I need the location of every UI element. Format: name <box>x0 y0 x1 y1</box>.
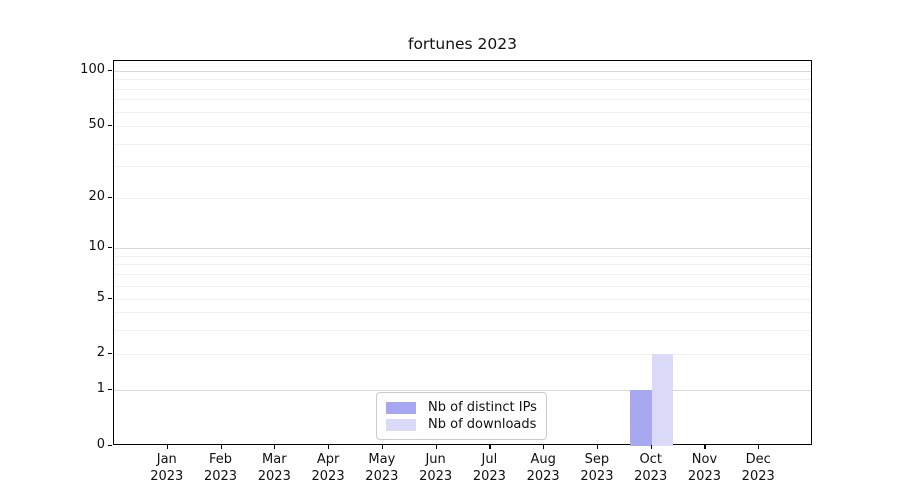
x-tick-label: Oct 2023 <box>634 452 668 484</box>
gridline-minor <box>114 111 811 113</box>
y-tick-mark <box>108 445 112 447</box>
y-tick-mark <box>108 298 112 300</box>
y-tick-mark <box>108 197 112 199</box>
gridline-minor <box>114 329 811 331</box>
y-tick-label: 20 <box>88 189 105 204</box>
y-tick-label: 10 <box>88 239 105 254</box>
x-tick-mark <box>650 445 652 449</box>
x-tick-mark <box>381 445 384 449</box>
gridline-minor <box>114 88 811 90</box>
gridline-major <box>114 248 811 249</box>
bar-nb-of-distinct-ips <box>630 390 652 446</box>
x-tick-mark <box>704 445 706 449</box>
x-tick-mark <box>435 445 437 449</box>
y-tick-mark <box>108 125 112 127</box>
x-tick-label: Aug 2023 <box>526 452 560 484</box>
legend-entry-distinct-ips: Nb of distinct IPs <box>386 399 537 416</box>
x-tick-label: Jul 2023 <box>472 452 506 484</box>
x-tick-label: Nov 2023 <box>687 452 721 484</box>
gridline-major <box>114 71 811 72</box>
y-tick-mark <box>108 353 112 355</box>
y-tick-label: 50 <box>88 117 105 132</box>
plot-area <box>113 60 812 446</box>
gridline-minor <box>114 126 811 127</box>
x-tick-label: Dec 2023 <box>741 452 775 484</box>
gridline-minor <box>114 299 811 300</box>
y-tick-label: 2 <box>96 345 105 360</box>
y-tick-mark <box>108 389 112 391</box>
legend-swatch-distinct-ips <box>386 401 416 414</box>
x-tick-mark <box>543 445 545 449</box>
y-tick-label: 1 <box>96 381 105 396</box>
y-tick-mark <box>108 70 112 72</box>
x-tick-mark <box>274 445 276 449</box>
x-tick-label: Apr 2023 <box>311 452 345 484</box>
x-tick-label: Sep 2023 <box>580 452 614 484</box>
gridline-minor <box>114 312 811 314</box>
legend-label: Nb of downloads <box>428 417 537 432</box>
legend: Nb of distinct IPs Nb of downloads <box>376 392 547 440</box>
y-tick-label: 100 <box>80 62 105 77</box>
bar-nb-of-downloads <box>651 354 674 446</box>
gridline-minor <box>114 143 811 145</box>
x-tick-mark <box>328 445 330 449</box>
y-tick-mark <box>108 247 112 249</box>
x-tick-label: Feb 2023 <box>203 452 238 484</box>
x-tick-mark <box>596 445 599 449</box>
gridline-major <box>114 390 811 391</box>
gridline-minor <box>114 99 811 101</box>
x-tick-mark <box>758 445 760 449</box>
legend-swatch-downloads <box>386 418 416 431</box>
x-tick-mark <box>166 445 168 449</box>
gridline-minor <box>114 285 811 287</box>
x-tick-mark <box>489 445 491 449</box>
chart-title: fortunes 2023 <box>407 35 518 53</box>
gridline-minor <box>114 274 811 276</box>
y-tick-label: 5 <box>96 290 105 305</box>
x-tick-label: May 2023 <box>365 452 399 484</box>
x-tick-label: Jun 2023 <box>419 452 453 484</box>
y-tick-label: 0 <box>96 437 105 452</box>
gridline-minor <box>114 166 811 168</box>
gridline-minor <box>114 255 811 257</box>
legend-entry-downloads: Nb of downloads <box>386 416 537 433</box>
x-tick-label: Mar 2023 <box>257 452 291 484</box>
gridline-minor <box>114 354 811 355</box>
gridline-minor <box>114 79 811 81</box>
x-tick-label: Jan 2023 <box>150 452 184 484</box>
legend-label: Nb of distinct IPs <box>428 400 537 415</box>
gridline-minor <box>114 264 811 266</box>
gridline-minor <box>114 198 811 199</box>
x-tick-mark <box>220 445 222 449</box>
